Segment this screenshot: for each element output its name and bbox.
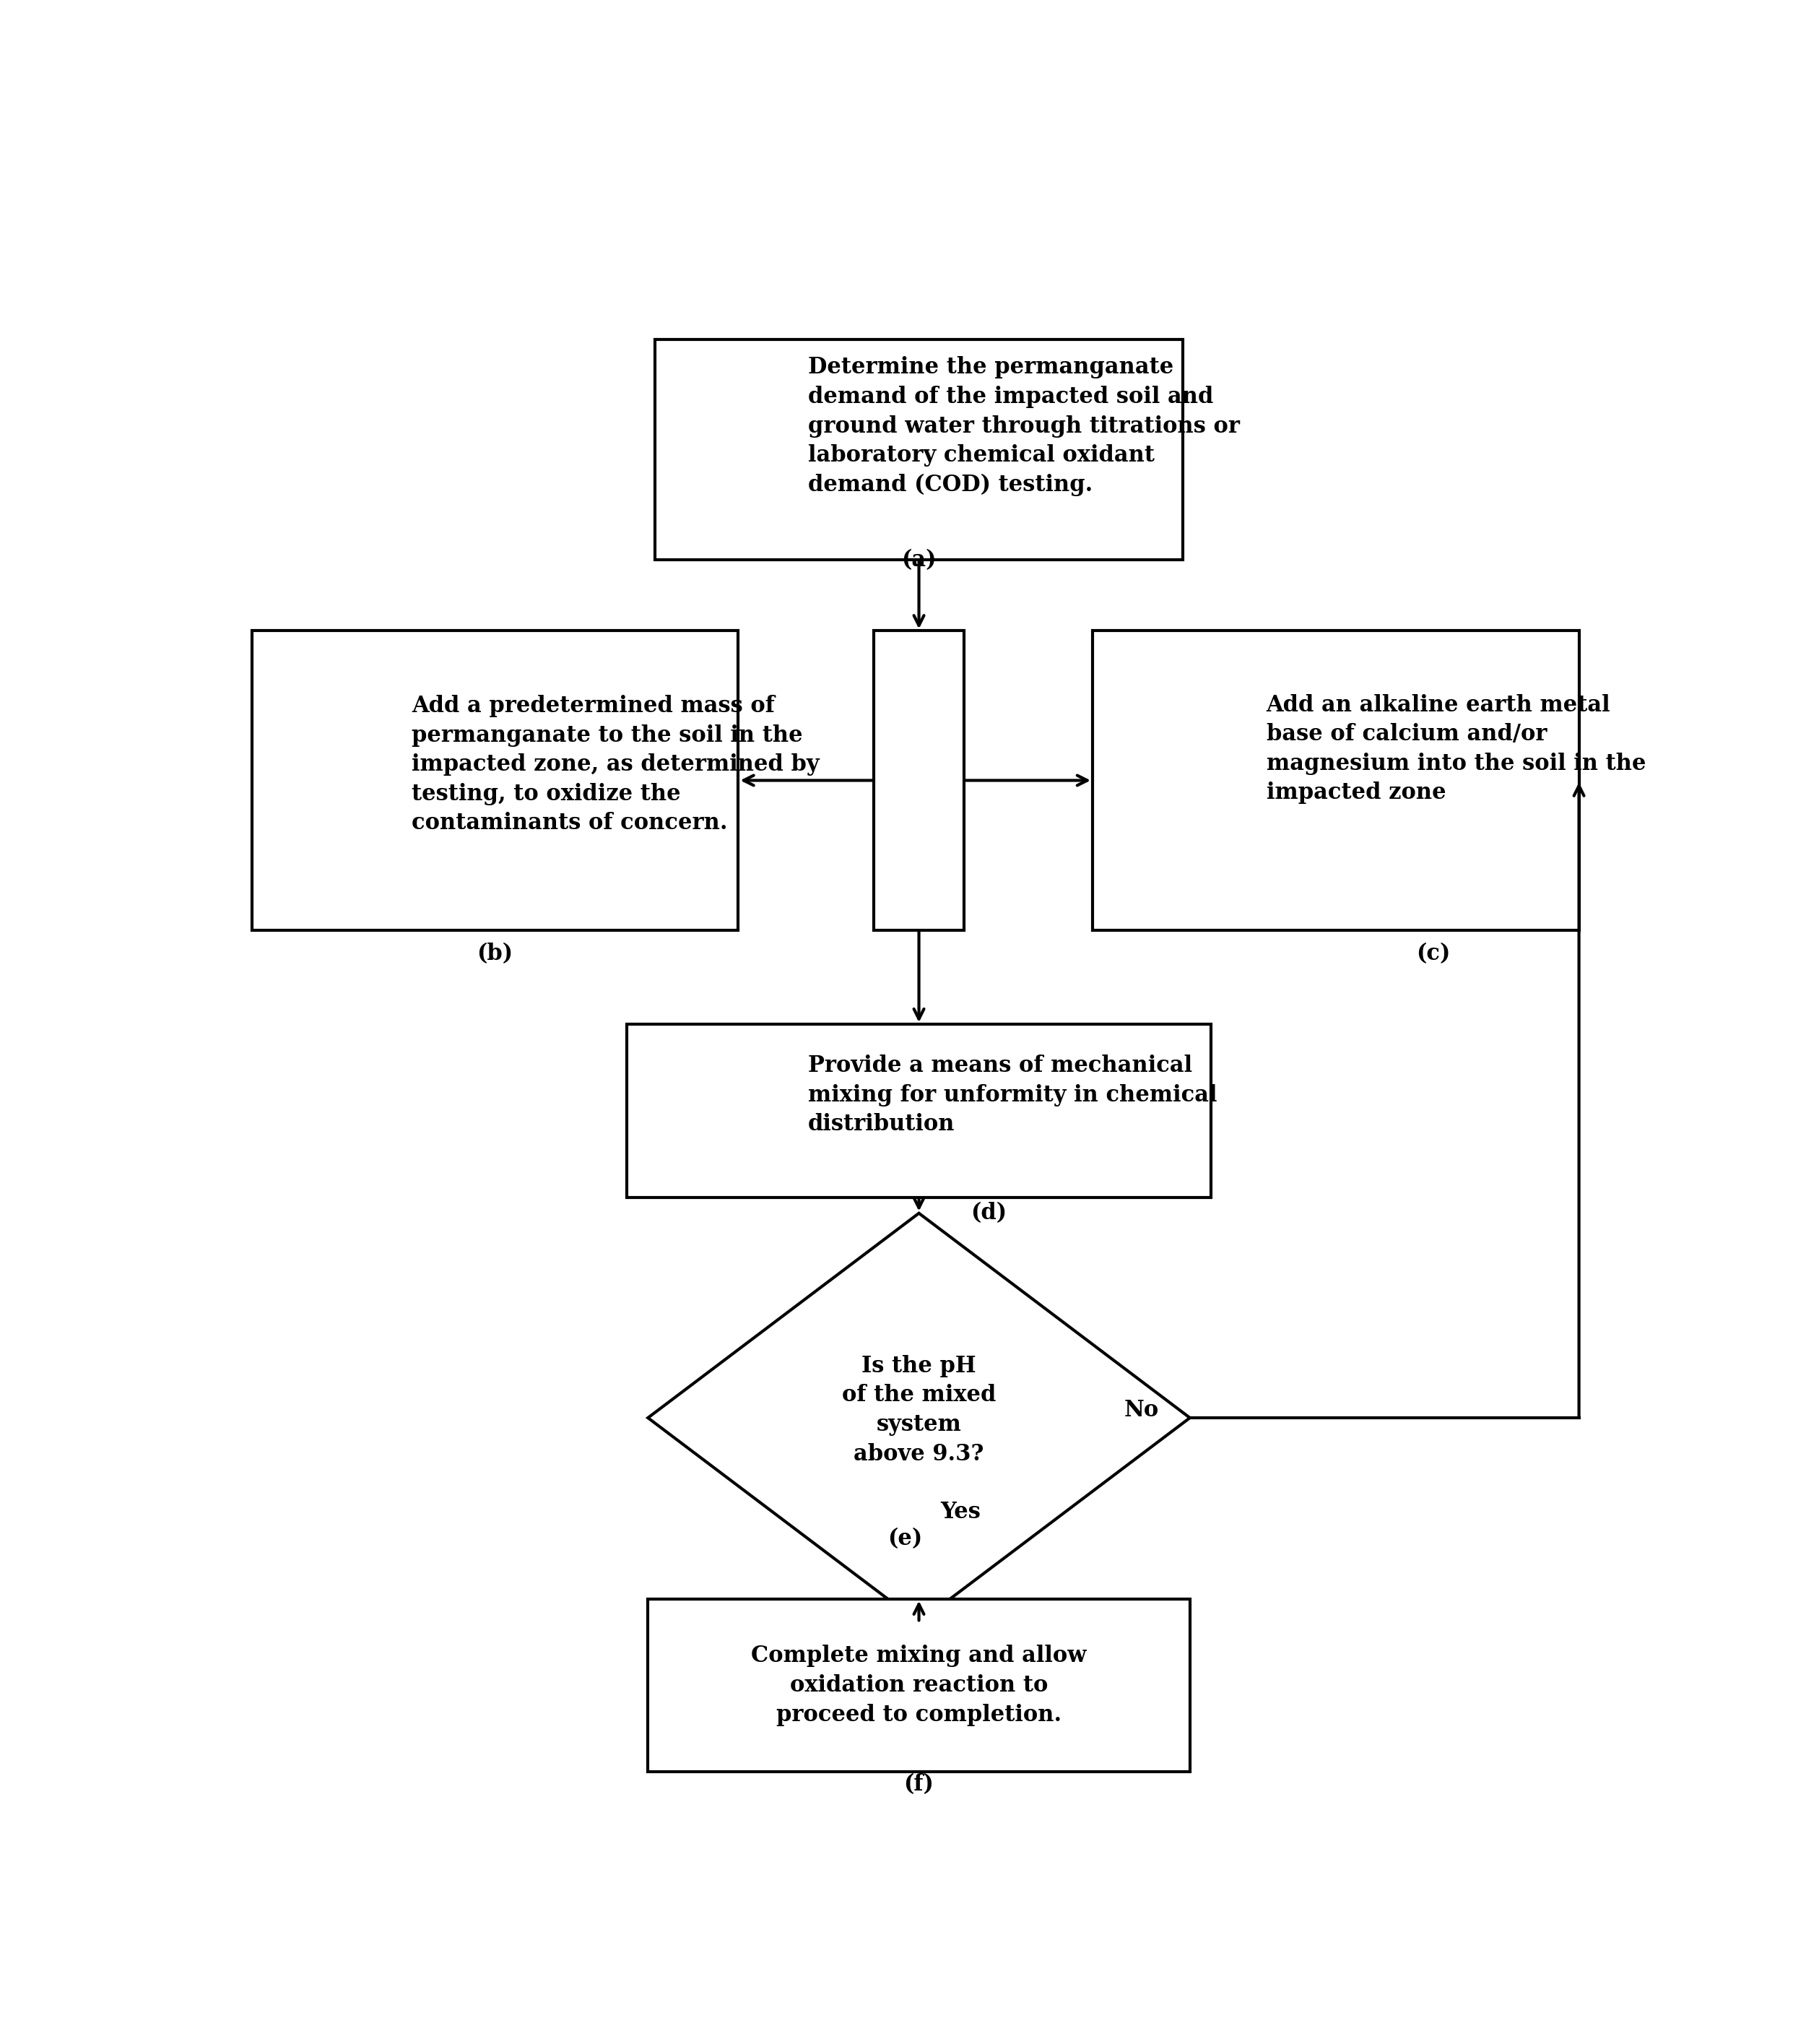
Text: No: No [1124,1398,1158,1421]
Text: (e): (e) [888,1527,922,1549]
Text: (d): (d) [970,1202,1006,1224]
Text: Yes: Yes [940,1500,981,1523]
Text: Complete mixing and allow
oxidation reaction to
proceed to completion.: Complete mixing and allow oxidation reac… [751,1645,1087,1725]
Bar [628,1024,1210,1198]
Text: Add a predetermined mass of
permanganate to the soil in the
impacted zone, as de: Add a predetermined mass of permanganate… [412,695,819,834]
Text: Is the pH
of the mixed
system
above 9.3?: Is the pH of the mixed system above 9.3? [843,1355,995,1466]
Bar [873,632,965,930]
Text: Provide a means of mechanical
mixing for unformity in chemical
distribution: Provide a means of mechanical mixing for… [807,1055,1217,1136]
Text: Add an alkaline earth metal
base of calcium and/or
magnesium into the soil in th: Add an alkaline earth metal base of calc… [1266,693,1646,803]
Bar [654,339,1183,560]
Text: (c): (c) [1416,942,1451,965]
Bar [647,1598,1191,1772]
Text: (b): (b) [477,942,513,965]
Bar [251,632,739,930]
Bar [1092,632,1580,930]
Polygon shape [647,1214,1191,1623]
Text: Determine the permanganate
demand of the impacted soil and
ground water through : Determine the permanganate demand of the… [807,356,1239,497]
Text: (f): (f) [904,1774,934,1797]
Text: (a): (a) [902,550,936,570]
